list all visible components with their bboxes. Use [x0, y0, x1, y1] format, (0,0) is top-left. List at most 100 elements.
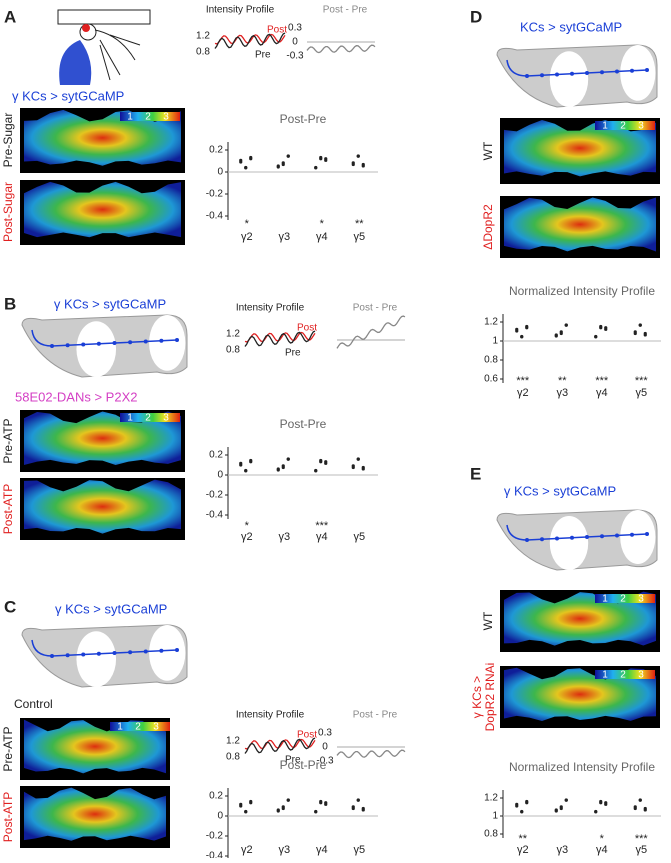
significance: *	[245, 218, 250, 230]
colorbar-label: 2	[620, 121, 626, 132]
colorbar-label: 1	[602, 670, 608, 681]
colorbar-label: 2	[135, 722, 141, 733]
category-label: γ4	[316, 844, 328, 856]
point	[319, 460, 323, 464]
neuron-dot	[81, 652, 86, 657]
point	[276, 808, 280, 812]
neuron-dot	[143, 339, 148, 344]
plot-title: Normalized Intensity Profile	[509, 760, 655, 774]
tick-label: -0.3	[316, 756, 334, 767]
tick-label: 0.8	[226, 345, 240, 356]
genotype: γ KCs > sytGCaMP	[54, 296, 166, 311]
neuron-dot	[555, 72, 559, 77]
category-label: γ2	[241, 844, 253, 856]
tick-label: 0.6	[484, 374, 498, 385]
image-label: WT	[481, 611, 495, 630]
colorbar	[595, 670, 655, 679]
significance: *	[245, 520, 250, 532]
point	[356, 457, 360, 461]
point	[525, 326, 529, 330]
heatmap	[24, 719, 166, 774]
point	[525, 801, 529, 805]
image-label: Pre-ATP	[1, 726, 15, 771]
tick-label: 0.8	[484, 355, 498, 366]
tick-label: -0.2	[206, 189, 224, 200]
trace	[244, 330, 316, 347]
neuron-dot	[96, 341, 101, 346]
neuron-dot	[143, 649, 148, 654]
point	[319, 801, 323, 805]
point	[643, 806, 647, 811]
point	[324, 460, 328, 464]
legend-label: Pre	[285, 348, 301, 359]
colorbar	[120, 413, 180, 422]
colorbar-label: 1	[602, 594, 608, 605]
point	[356, 154, 360, 158]
category-label: γ5	[353, 531, 365, 543]
category-label: γ3	[278, 844, 290, 856]
neuron-dot	[630, 68, 634, 73]
point	[361, 806, 365, 811]
tick-label: 1.2	[196, 31, 210, 42]
significance: **	[558, 375, 567, 387]
heatmap	[504, 119, 656, 177]
neuron-dot	[65, 343, 70, 348]
plot-title: Post-Pre	[280, 112, 327, 126]
neuron-dot	[112, 341, 117, 345]
colorbar-label: 2	[620, 670, 626, 681]
tick-label: -0.4	[206, 851, 224, 858]
tick-label: -0.2	[206, 490, 224, 501]
tick-label: 1.2	[484, 317, 498, 328]
tick-label: 0.8	[196, 47, 210, 58]
point	[314, 810, 318, 814]
category-label: γ3	[278, 531, 290, 543]
neuron-dot	[128, 340, 133, 345]
category-label: γ5	[353, 231, 365, 243]
point	[559, 331, 563, 336]
trace	[336, 315, 406, 349]
image-label: ΔDopR2	[481, 204, 495, 250]
category-label: γ3	[556, 844, 568, 856]
brain-region	[620, 45, 656, 101]
neuron-dot	[645, 68, 649, 72]
category-label: γ5	[635, 387, 647, 399]
image-label: Post-Sugar	[1, 182, 15, 242]
tick-label: 0.8	[484, 829, 498, 840]
point	[351, 465, 355, 470]
heatmap	[24, 109, 181, 166]
category-label: γ4	[316, 231, 328, 243]
colorbar-label: 2	[145, 413, 151, 424]
point	[594, 810, 598, 814]
point	[356, 798, 360, 802]
profile-title: Intensity Profile	[236, 303, 305, 314]
heatmap	[504, 667, 656, 722]
panel-letter: E	[470, 464, 481, 483]
significance: ***	[595, 375, 609, 387]
colorbar-label: 1	[127, 112, 133, 123]
point	[314, 469, 318, 473]
category-label: γ2	[241, 531, 253, 543]
colorbar	[595, 594, 655, 603]
point	[599, 801, 603, 805]
legend-label: Pre	[285, 755, 301, 766]
point	[638, 798, 642, 802]
tick-label: 0	[292, 37, 298, 48]
neuron-dot	[645, 532, 649, 536]
colorbar-label: 1	[117, 722, 123, 733]
heatmap	[504, 591, 656, 646]
neuron-dot	[159, 648, 164, 653]
heatmap	[24, 479, 181, 534]
category-label: γ2	[241, 231, 253, 243]
trace	[244, 738, 316, 750]
plot-title: Post-Pre	[280, 758, 327, 772]
genotype: γ KCs > sytGCaMP	[12, 88, 124, 103]
neuron-dot	[570, 71, 574, 76]
point	[515, 327, 519, 331]
trace	[244, 737, 316, 754]
neuron-dot	[555, 536, 559, 541]
colorbar-label: 1	[602, 121, 608, 132]
neuron-dot	[175, 648, 179, 652]
tick-label: 0	[322, 742, 328, 753]
heatmap	[24, 787, 166, 841]
neuron-dot	[50, 344, 54, 348]
